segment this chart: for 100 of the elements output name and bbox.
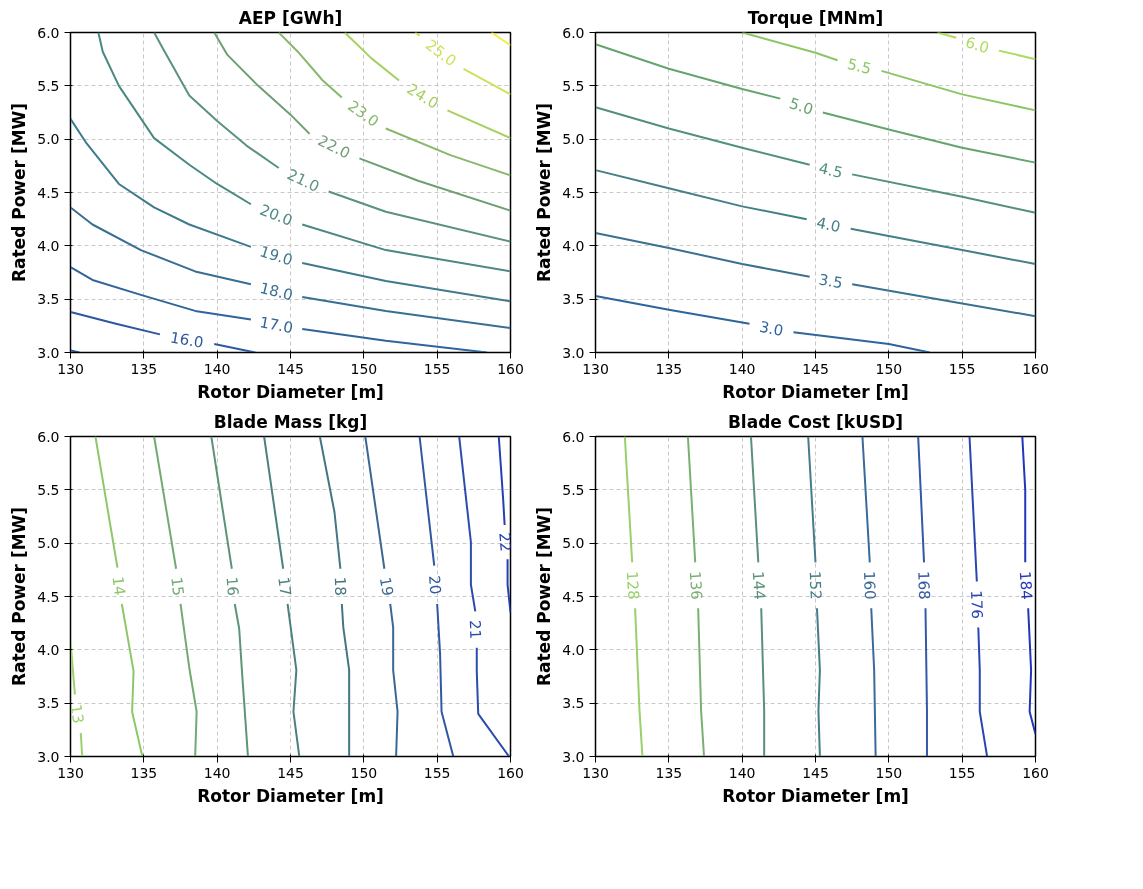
x-axis-title: Rotor Diameter [m] [197, 381, 384, 402]
text: 184 [1015, 570, 1036, 601]
x-tick-label: 140 [203, 764, 231, 781]
x-tick-label: 140 [728, 360, 756, 377]
text: 22.0 [315, 131, 353, 163]
x-tick-label: 155 [423, 360, 451, 377]
text: 3.0 [757, 317, 785, 341]
x-tick-label: 130 [582, 764, 609, 781]
y-tick-label: 4.5 [37, 588, 60, 605]
y-tick-label: 6.0 [562, 428, 585, 445]
x-tick-label: 140 [203, 360, 231, 377]
x-tick-label: 150 [350, 360, 378, 377]
y-tick-label: 4.0 [562, 237, 585, 254]
text: 17.0 [258, 313, 295, 338]
chart-title: Blade Cost [kUSD] [727, 411, 904, 432]
text: 24.0 [403, 79, 442, 113]
text: 21.0 [284, 165, 323, 196]
text: 19 [375, 575, 397, 598]
text: 168 [914, 570, 934, 600]
y-tick-label: 6.0 [37, 428, 60, 445]
y-tick-label: 5.0 [562, 131, 585, 148]
x-tick-label: 140 [728, 764, 756, 781]
y-tick-label: 4.0 [37, 237, 60, 254]
x-tick-label: 135 [130, 764, 158, 781]
text: 20.0 [257, 200, 296, 230]
y-tick-label: 3.5 [37, 695, 60, 712]
text: 128 [622, 570, 643, 601]
x-tick-label: 145 [802, 764, 829, 781]
y-axis-title: Rated Power [MW] [534, 102, 555, 283]
y-tick-label: 5.0 [37, 131, 60, 148]
y-tick-label: 5.0 [37, 535, 60, 552]
x-tick-label: 130 [582, 360, 609, 377]
x-tick-label: 135 [655, 764, 683, 781]
x-tick-label: 135 [130, 360, 158, 377]
text: 5.0 [787, 94, 816, 119]
y-tick-label: 3.0 [562, 748, 585, 765]
y-tick-label: 6.0 [37, 24, 60, 41]
y-tick-label: 5.0 [562, 535, 585, 552]
x-axis-title: Rotor Diameter [m] [722, 785, 909, 806]
x-tick-label: 145 [802, 360, 829, 377]
x-tick-label: 135 [655, 360, 683, 377]
text: 15 [167, 575, 188, 598]
x-tick-label: 155 [423, 764, 451, 781]
x-tick-label: 150 [875, 360, 903, 377]
x-tick-label: 155 [948, 764, 976, 781]
text: 18.0 [257, 278, 295, 305]
x-tick-label: 130 [57, 360, 84, 377]
text: 13 [66, 703, 88, 725]
y-tick-label: 4.5 [562, 184, 585, 201]
y-axis-title: Rated Power [MW] [534, 506, 555, 687]
text: 4.0 [814, 213, 843, 237]
text: 6.0 [963, 33, 992, 58]
x-tick-label: 160 [497, 360, 524, 377]
x-tick-label: 150 [875, 764, 903, 781]
y-tick-label: 4.0 [562, 641, 585, 658]
text: 5.5 [845, 54, 873, 79]
y-tick-label: 3.0 [37, 344, 60, 361]
text: 20 [425, 574, 445, 596]
text: 19.0 [257, 242, 295, 270]
y-tick-label: 5.5 [562, 481, 585, 498]
text: 4.5 [817, 159, 845, 182]
chart-title: AEP [GWh] [238, 7, 343, 28]
text: 176 [967, 589, 987, 620]
text: 21 [465, 619, 485, 640]
y-tick-label: 5.5 [37, 77, 60, 94]
text: 152 [805, 570, 825, 600]
y-tick-label: 3.0 [37, 748, 60, 765]
text: 14 [108, 575, 129, 597]
x-tick-label: 150 [350, 764, 378, 781]
text: 160 [860, 570, 879, 600]
x-tick-label: 145 [277, 360, 304, 377]
text: 3.5 [817, 270, 845, 293]
y-tick-label: 3.0 [562, 344, 585, 361]
x-axis-title: Rotor Diameter [m] [722, 381, 909, 402]
text: 16 [222, 576, 243, 597]
x-tick-label: 145 [277, 764, 304, 781]
y-tick-label: 6.0 [562, 24, 585, 41]
text: 16.0 [168, 328, 205, 352]
y-tick-label: 3.5 [37, 291, 60, 308]
y-tick-label: 4.5 [562, 588, 585, 605]
y-tick-label: 5.5 [562, 77, 585, 94]
text: 144 [748, 570, 769, 601]
y-tick-label: 4.0 [37, 641, 60, 658]
chart-title: Blade Mass [kg] [213, 411, 368, 432]
y-tick-label: 3.5 [562, 291, 585, 308]
y-tick-label: 4.5 [37, 184, 60, 201]
y-axis-title: Rated Power [MW] [9, 102, 30, 283]
x-tick-label: 130 [57, 764, 84, 781]
chart-title: Torque [MNm] [747, 7, 884, 28]
text: 136 [685, 570, 706, 601]
x-tick-label: 160 [1022, 360, 1049, 377]
x-tick-label: 155 [948, 360, 976, 377]
text: 18 [330, 576, 350, 597]
y-axis-title: Rated Power [MW] [9, 506, 30, 687]
text: 17 [274, 575, 295, 598]
x-tick-label: 160 [497, 764, 524, 781]
y-tick-label: 5.5 [37, 481, 60, 498]
y-tick-label: 3.5 [562, 695, 585, 712]
x-axis-title: Rotor Diameter [m] [197, 785, 384, 806]
x-tick-label: 160 [1022, 764, 1049, 781]
